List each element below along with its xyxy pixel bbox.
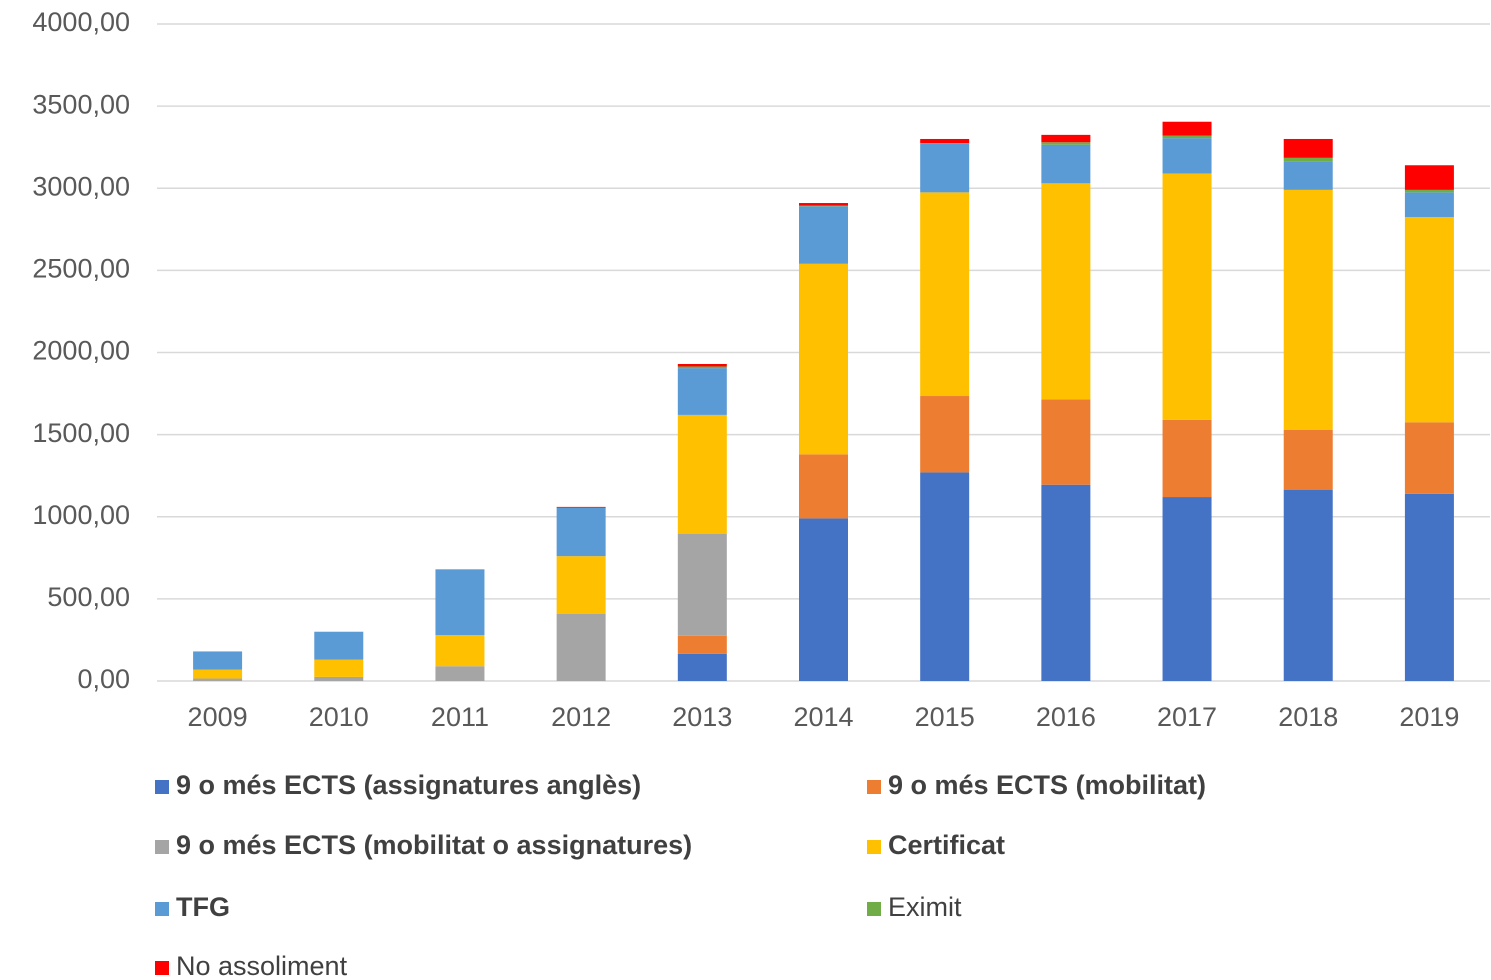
legend-swatch <box>155 902 169 916</box>
x-tick-label: 2009 <box>188 702 248 732</box>
bar-segment <box>1162 135 1212 139</box>
bar-segment <box>920 396 970 473</box>
x-tick-label: 2018 <box>1278 702 1338 732</box>
bar-segment <box>920 192 970 397</box>
bar-segment <box>1041 399 1091 485</box>
bar-segment <box>920 138 970 144</box>
y-tick-label: 1500,00 <box>32 418 130 448</box>
bar-segment <box>920 472 970 681</box>
bar-segment <box>556 506 606 508</box>
bar-segment <box>556 556 606 614</box>
bar-segment <box>1404 422 1454 494</box>
bar-segment <box>677 363 727 367</box>
legend-swatch <box>867 780 881 794</box>
bar-segment <box>1404 192 1454 217</box>
x-tick-label: 2012 <box>551 702 611 732</box>
bar-segment <box>677 368 727 415</box>
bar-segment <box>1404 189 1454 193</box>
legend-label: TFG <box>176 892 230 922</box>
x-tick-label: 2013 <box>672 702 732 732</box>
bar-segment <box>193 669 243 679</box>
bar-segment <box>1404 493 1454 681</box>
bar-segment <box>556 507 606 557</box>
legend-swatch <box>155 780 169 794</box>
bar-segment <box>1283 189 1333 430</box>
bar-segment <box>920 143 970 144</box>
bar-segment <box>1162 173 1212 420</box>
bar-segment <box>193 651 243 670</box>
x-tick-label: 2011 <box>431 702 489 732</box>
y-tick-label: 3500,00 <box>32 89 130 119</box>
bar-segment <box>799 454 848 519</box>
bar-segment <box>314 631 364 660</box>
bar-segment <box>314 676 364 681</box>
bar-segment <box>677 366 727 369</box>
legend-label: Certificat <box>888 830 1005 860</box>
legend-swatch <box>867 902 881 916</box>
x-tick-label: 2010 <box>309 702 369 732</box>
bar-segment <box>435 635 485 667</box>
x-tick-label: 2019 <box>1399 702 1459 732</box>
y-tick-label: 4000,00 <box>32 7 130 37</box>
x-tick-label: 2016 <box>1036 702 1096 732</box>
bar-segment <box>1283 429 1333 490</box>
legend-label: 9 o més ECTS (mobilitat o assignatures) <box>176 830 692 860</box>
y-tick-label: 1000,00 <box>32 500 130 530</box>
bar-segment <box>314 659 364 677</box>
x-tick-label: 2017 <box>1157 702 1217 732</box>
bar-segment <box>677 653 727 681</box>
bar-segment <box>1041 484 1091 681</box>
bar-segment <box>677 635 727 654</box>
bar-segment <box>1041 142 1091 145</box>
bar-segment <box>556 613 606 681</box>
bar-segment <box>193 678 243 681</box>
bar-segment <box>1404 216 1454 423</box>
bar-segment <box>799 263 848 455</box>
bar-segment <box>677 414 727 534</box>
bar-segment <box>435 666 485 681</box>
legend-label: 9 o més ECTS (assignatures anglès) <box>176 770 641 800</box>
legend-label: No assoliment <box>176 951 348 980</box>
legend-swatch <box>155 840 169 854</box>
legend-swatch <box>867 840 881 854</box>
bar-segment <box>1162 138 1212 174</box>
bar-segment <box>799 205 848 207</box>
y-tick-label: 2500,00 <box>32 254 130 284</box>
bar-segment <box>1404 165 1454 190</box>
bar-segment <box>799 203 848 206</box>
y-tick-label: 3000,00 <box>32 171 130 201</box>
bar-segment <box>1041 144 1091 184</box>
bar-segment <box>1041 134 1091 143</box>
bar-segment <box>1162 419 1212 498</box>
bar-segment <box>435 569 485 636</box>
legend-label: Eximit <box>888 892 962 922</box>
bar-segment <box>799 206 848 264</box>
legend-swatch <box>155 961 169 975</box>
y-tick-label: 500,00 <box>47 582 130 612</box>
bar-segment <box>1283 489 1333 681</box>
bar-segment <box>677 533 727 636</box>
bar-segment <box>799 518 848 681</box>
x-tick-label: 2014 <box>793 702 853 732</box>
y-tick-label: 2000,00 <box>32 336 130 366</box>
bar-segment <box>1283 157 1333 162</box>
y-tick-label: 0,00 <box>77 664 130 694</box>
bar-segment <box>920 143 970 193</box>
bar-segment <box>1162 121 1212 136</box>
bar-segment <box>1283 161 1333 190</box>
bar-segment <box>1283 138 1333 158</box>
bar-segment <box>1162 497 1212 681</box>
bar-segment <box>1041 183 1091 400</box>
x-tick-label: 2015 <box>915 702 975 732</box>
legend-label: 9 o més ECTS (mobilitat) <box>888 770 1206 800</box>
